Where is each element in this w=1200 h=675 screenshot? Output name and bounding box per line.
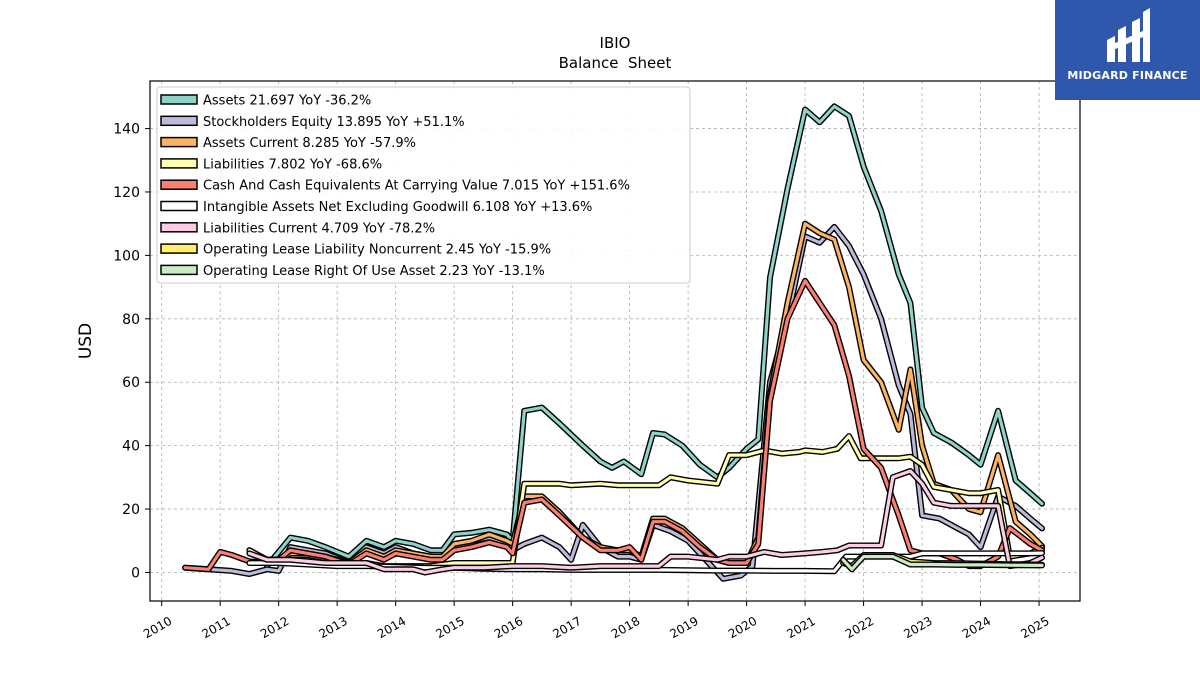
- x-tick-label: 2015: [433, 614, 466, 641]
- legend-item: Intangible Assets Net Excluding Goodwill…: [203, 200, 592, 215]
- y-tick-label: 140: [113, 122, 140, 138]
- x-tick-label: 2011: [199, 614, 232, 641]
- x-tick-label: 2012: [258, 614, 291, 641]
- x-tick-label: 2022: [843, 614, 876, 641]
- x-tick-label: 2010: [141, 614, 174, 641]
- y-tick-label: 0: [131, 565, 140, 581]
- logo-mark-icon: [1107, 8, 1150, 62]
- legend-item: Liabilities 7.802 YoY -68.6%: [203, 157, 382, 172]
- legend-swatch: [160, 94, 198, 105]
- y-tick-label: 40: [122, 439, 140, 455]
- legend-item: Operating Lease Liability Noncurrent 2.4…: [203, 243, 551, 258]
- legend-swatch: [160, 136, 198, 148]
- legend-swatch: [160, 115, 198, 127]
- x-tick-label: 2014: [375, 614, 408, 641]
- series-line: [841, 554, 1044, 571]
- series-lines: [182, 103, 1045, 582]
- legend-item: Liabilities Current 4.709 YoY -78.2%: [203, 221, 435, 236]
- legend-swatch: [160, 179, 198, 190]
- x-tick-label: 2024: [960, 614, 993, 641]
- x-tick-label: 2023: [901, 614, 934, 641]
- legend-box: [156, 86, 691, 284]
- legend: Assets 21.697 YoY -36.2% Stockholders Equ…: [156, 86, 691, 284]
- series-8: [840, 553, 1045, 573]
- series-0: [264, 103, 1045, 570]
- y-tick-label: 120: [113, 185, 140, 201]
- legend-item: Assets Current 8.285 YoY -57.9%: [203, 136, 416, 151]
- series-line: [183, 279, 1044, 571]
- legend-item: Stockholders Equity 13.895 YoY +51.1%: [203, 115, 465, 130]
- legend-swatch: [160, 243, 198, 254]
- midgard-finance-logo: MIDGARD FINANCE: [1055, 0, 1200, 100]
- y-axis-label: USD: [76, 323, 96, 359]
- x-tick-label: 2025: [1018, 614, 1051, 641]
- legend-swatch: [160, 200, 198, 212]
- x-tick-label: 2018: [609, 614, 642, 641]
- legend-swatch: [160, 264, 198, 276]
- legend-swatch: [160, 222, 198, 233]
- chart-subtitle: Balance Sheet: [559, 54, 672, 72]
- y-tick-label: 100: [113, 248, 140, 264]
- x-axis: 2010 2011 2012 2013 2014 2015 2016 2017 2018 2019…: [141, 601, 1052, 641]
- x-tick-label: 2016: [492, 614, 525, 641]
- legend-item: Cash And Cash Equivalents At Carrying Va…: [203, 179, 630, 194]
- x-tick-label: 2021: [784, 614, 817, 641]
- legend-item: Assets 21.697 YoY -36.2%: [203, 94, 371, 109]
- plot-frame: [149, 80, 1081, 602]
- chart-title: IBIO: [600, 34, 631, 52]
- x-tick-label: 2019: [667, 614, 700, 641]
- series-line: [247, 469, 1044, 575]
- y-tick-label: 60: [122, 375, 140, 391]
- y-tick-label: 20: [122, 502, 140, 518]
- legend-item: Operating Lease Right Of Use Asset 2.23 …: [203, 264, 545, 279]
- series-4: [182, 277, 1045, 573]
- y-tick-label: 80: [122, 312, 140, 328]
- x-tick-label: 2020: [726, 614, 759, 641]
- series-line: [265, 104, 1044, 568]
- x-tick-label: 2017: [550, 614, 583, 641]
- x-tick-label: 2013: [316, 614, 349, 641]
- legend-swatch: [160, 158, 198, 169]
- series-6: [246, 468, 1045, 576]
- logo-text: MIDGARD FINANCE: [1067, 69, 1188, 82]
- y-axis: 0 20 40 60 80 100 120 140: [113, 122, 150, 581]
